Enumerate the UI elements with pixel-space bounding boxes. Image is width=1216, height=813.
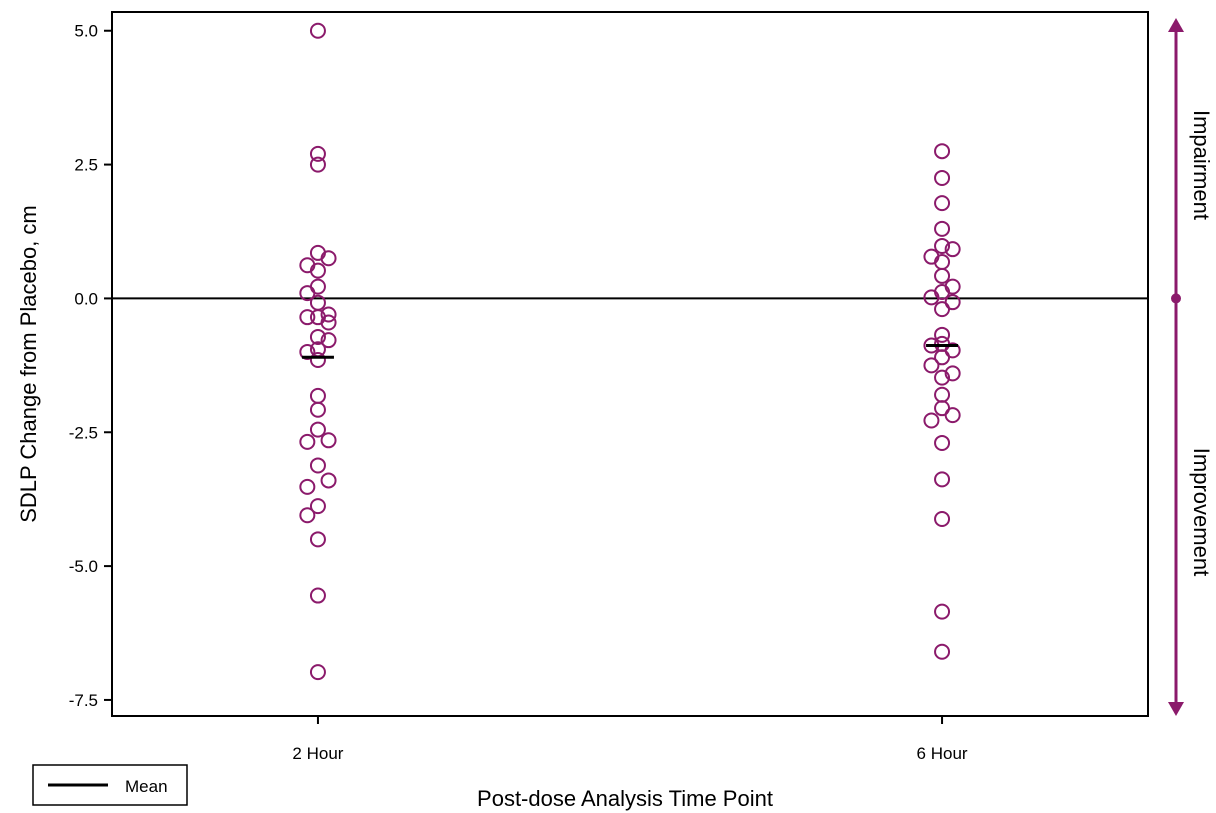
x-axis-ticks: 2 Hour 6 Hour <box>292 716 968 763</box>
data-point <box>309 262 326 279</box>
data-point <box>309 387 326 404</box>
data-point <box>309 328 326 345</box>
data-point <box>299 309 316 326</box>
data-point <box>934 369 951 386</box>
data-point <box>309 457 326 474</box>
data-point <box>309 401 326 418</box>
y-axis-ticks: 5.0 2.5 0.0 -2.5 -5.0 -7.5 <box>69 22 112 710</box>
data-point <box>923 357 940 374</box>
data-point <box>320 306 337 323</box>
data-point <box>309 531 326 548</box>
data-point <box>934 220 951 237</box>
direction-arrow <box>1168 18 1184 716</box>
improvement-label: Improvement <box>1189 448 1214 576</box>
legend-mean-label: Mean <box>125 777 168 796</box>
x-tick-label: 6 Hour <box>917 744 968 763</box>
y-tick-label: -5.0 <box>69 557 98 576</box>
data-point <box>309 145 326 162</box>
data-point <box>309 22 326 39</box>
data-point <box>934 143 951 160</box>
data-point <box>923 412 940 429</box>
arrow-head-up <box>1168 18 1184 32</box>
data-point <box>934 643 951 660</box>
arrow-midpoint <box>1171 293 1181 304</box>
legend: Mean <box>32 764 188 806</box>
data-point <box>309 156 326 173</box>
plot-frame <box>111 11 1149 717</box>
data-point <box>309 278 326 295</box>
data-point <box>944 241 961 258</box>
data-point <box>934 386 951 403</box>
data-point <box>309 587 326 604</box>
data-point <box>934 237 951 254</box>
y-tick-label: 2.5 <box>74 156 98 175</box>
data-point <box>299 343 316 360</box>
data-points <box>299 22 961 681</box>
x-tick-label: 2 Hour <box>292 744 343 763</box>
data-point <box>320 332 337 349</box>
data-point <box>944 407 961 424</box>
data-point <box>934 335 951 352</box>
x-axis-label: Post-dose Analysis Time Point <box>477 786 773 811</box>
data-point <box>320 250 337 267</box>
data-point <box>934 326 951 343</box>
data-point <box>299 507 316 524</box>
data-point <box>934 301 951 318</box>
data-point <box>299 478 316 495</box>
data-point <box>934 434 951 451</box>
y-tick-label: -7.5 <box>69 691 98 710</box>
mean-markers <box>301 344 959 359</box>
data-point <box>299 433 316 450</box>
data-point <box>309 351 326 368</box>
y-tick-label: -2.5 <box>69 423 98 442</box>
y-tick-label: 0.0 <box>74 289 98 308</box>
data-point <box>934 510 951 527</box>
data-point <box>934 267 951 284</box>
data-point <box>309 664 326 681</box>
data-point <box>934 471 951 488</box>
impairment-label: Impairment <box>1189 110 1214 220</box>
data-point <box>944 365 961 382</box>
data-point <box>320 432 337 449</box>
data-point <box>934 349 951 366</box>
data-point <box>309 498 326 515</box>
data-point <box>923 289 940 306</box>
data-point <box>320 472 337 489</box>
y-tick-label: 5.0 <box>74 22 98 41</box>
data-point <box>934 195 951 212</box>
data-point <box>309 421 326 438</box>
data-point <box>934 603 951 620</box>
data-point <box>299 285 316 302</box>
data-point <box>320 314 337 331</box>
arrow-head-down <box>1168 702 1184 716</box>
y-axis-label: SDLP Change from Placebo, cm <box>16 205 41 523</box>
data-point <box>934 169 951 186</box>
